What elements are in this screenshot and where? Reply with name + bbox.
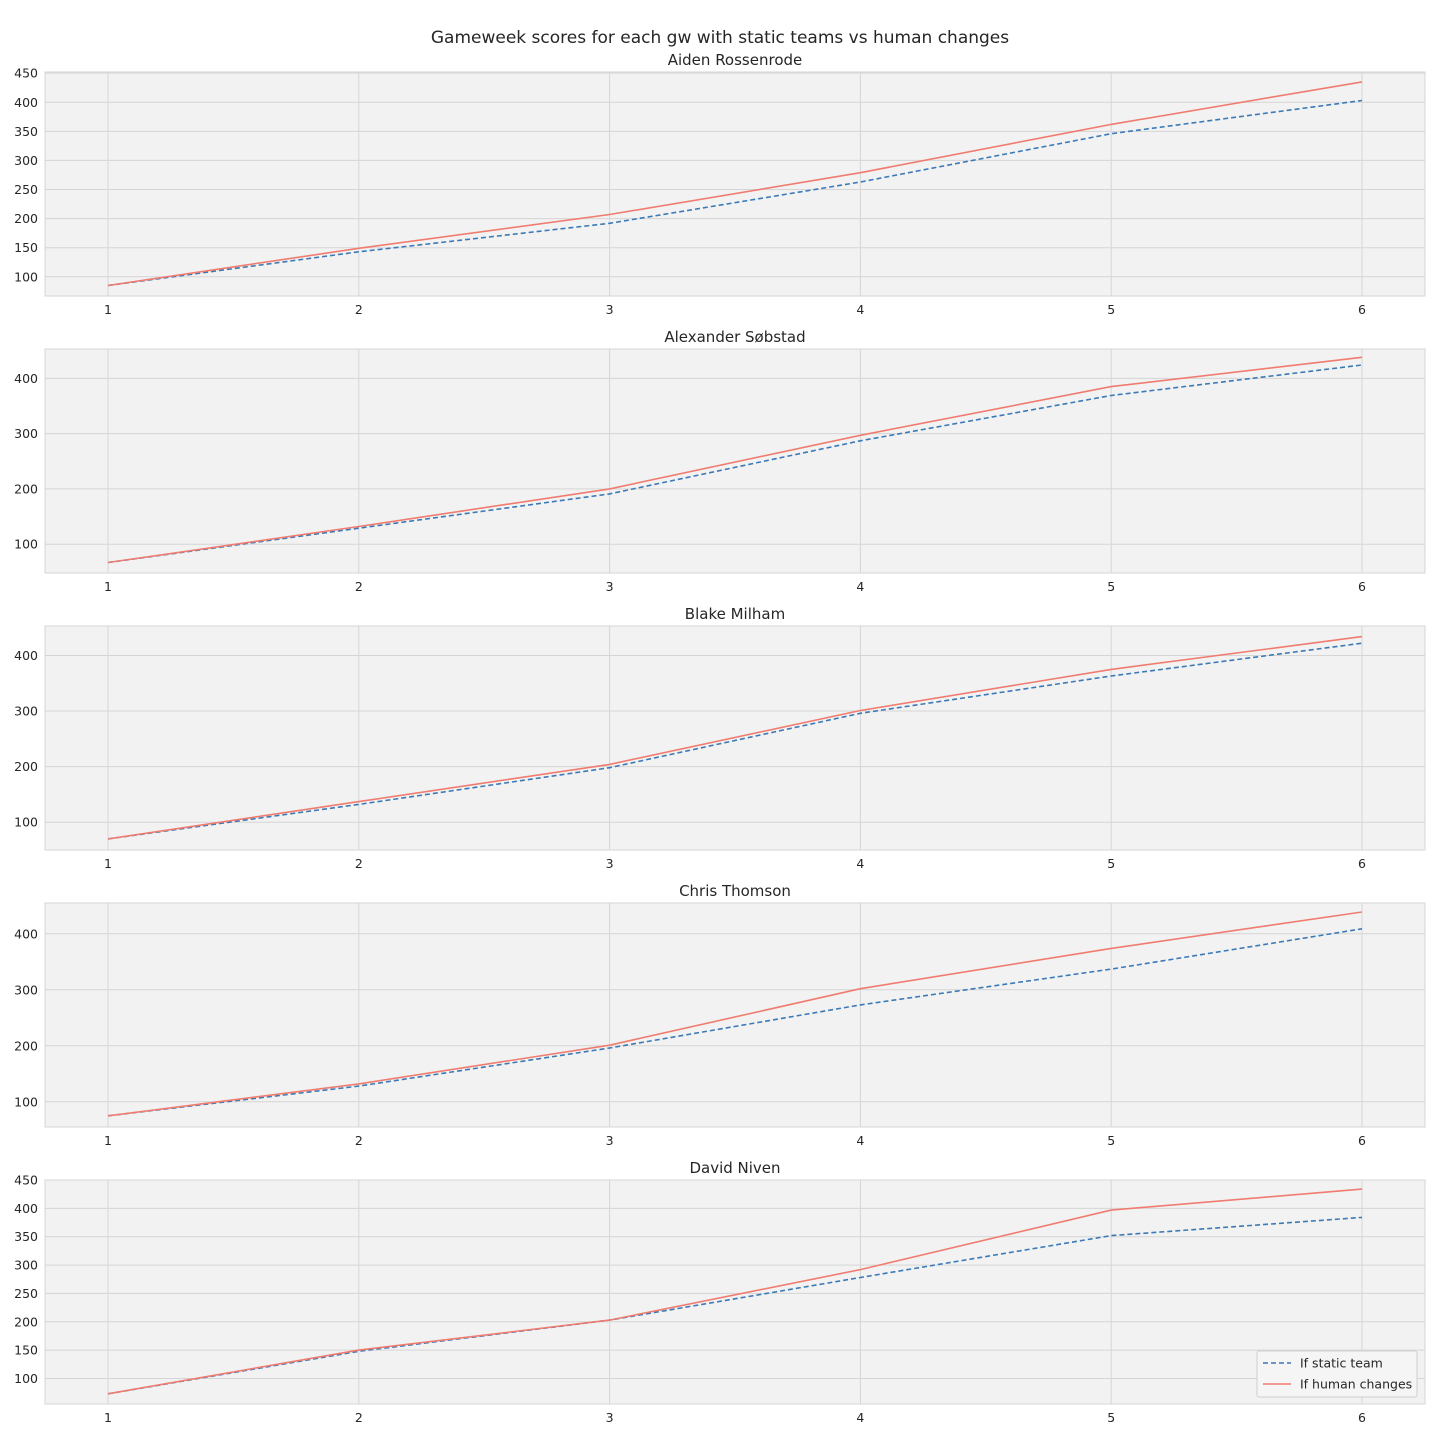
x-tick-label: 5	[1107, 302, 1115, 317]
x-tick-label: 2	[355, 1133, 363, 1148]
y-tick-label: 450	[14, 1173, 38, 1188]
x-tick-label: 3	[606, 1133, 614, 1148]
panel-3: 1 2 3 4 5 6 100 200 300 400 Blake Milham	[14, 605, 1426, 871]
y-tick-label: 400	[14, 371, 38, 386]
panel-5: 1 2 3 4 5 6 100 150 200 250 300 350 400 450 David Nive…	[14, 1159, 1426, 1425]
x-tick-label: 5	[1107, 579, 1115, 594]
panel-title: David Niven	[689, 1159, 780, 1177]
y-tick-label: 400	[14, 926, 38, 941]
series-line-static-team	[107, 642, 1363, 840]
series-line-human-changes	[107, 81, 1363, 287]
legend-label: If static team	[1300, 1356, 1383, 1371]
y-tick-label: 200	[14, 759, 38, 774]
y-tick-label: 100	[14, 1371, 38, 1386]
y-tick-label: 450	[14, 66, 38, 81]
series-line-human-changes	[107, 635, 1363, 840]
y-tick-label: 400	[14, 648, 38, 663]
x-tick-label: 6	[1358, 856, 1366, 871]
panel-2: 1 2 3 4 5 6 100 200 300 400 Alexander Søbstad	[14, 328, 1426, 594]
x-tick-label: 6	[1358, 579, 1366, 594]
x-tick-label: 5	[1107, 856, 1115, 871]
series-line-static-team	[107, 928, 1363, 1117]
panel-title: Chris Thomson	[679, 882, 791, 900]
x-tick-label: 3	[606, 302, 614, 317]
x-tick-label: 4	[856, 856, 864, 871]
legend-box	[1256, 1350, 1418, 1398]
x-tick-label: 2	[355, 856, 363, 871]
plot-area	[44, 1179, 1426, 1405]
x-tick-label: 1	[104, 579, 112, 594]
panel-title: Aiden Rossenrode	[668, 51, 803, 69]
legend-label: If human changes	[1300, 1377, 1412, 1392]
y-tick-label: 300	[14, 1258, 38, 1273]
x-tick-label: 4	[856, 1133, 864, 1148]
x-tick-label: 2	[355, 579, 363, 594]
series-line-human-changes	[107, 911, 1363, 1117]
panel-title: Alexander Søbstad	[664, 328, 805, 346]
x-tick-label: 1	[104, 302, 112, 317]
y-tick-label: 350	[14, 1229, 38, 1244]
y-tick-label: 300	[14, 426, 38, 441]
y-tick-label: 100	[14, 815, 38, 830]
x-tick-label: 3	[606, 856, 614, 871]
y-tick-label: 300	[14, 704, 38, 719]
x-tick-label: 5	[1107, 1410, 1115, 1425]
y-tick-label: 100	[14, 269, 38, 284]
x-tick-label: 4	[856, 1410, 864, 1425]
y-tick-label: 100	[14, 537, 38, 552]
y-tick-label: 150	[14, 240, 38, 255]
y-tick-label: 400	[14, 95, 38, 110]
x-tick-label: 1	[104, 1133, 112, 1148]
chart-title: Gameweek scores for each gw with static …	[431, 28, 1009, 48]
y-tick-label: 350	[14, 124, 38, 139]
series-line-static-team	[107, 1216, 1363, 1395]
x-tick-label: 1	[104, 856, 112, 871]
y-tick-label: 250	[14, 182, 38, 197]
x-tick-label: 1	[104, 1410, 112, 1425]
x-tick-label: 4	[856, 579, 864, 594]
x-tick-label: 2	[355, 302, 363, 317]
x-tick-label: 6	[1358, 1133, 1366, 1148]
x-tick-label: 4	[856, 302, 864, 317]
y-tick-label: 200	[14, 481, 38, 496]
y-tick-label: 250	[14, 1286, 38, 1301]
series-line-static-team	[107, 99, 1363, 287]
panel-1: 1 2 3 4 5 6 100 150 200 250 300 350 400 450 Aiden Ross…	[14, 51, 1426, 317]
y-tick-label: 200	[14, 1038, 38, 1053]
x-tick-label: 2	[355, 1410, 363, 1425]
x-tick-label: 6	[1358, 1410, 1366, 1425]
y-tick-label: 100	[14, 1094, 38, 1109]
y-tick-label: 200	[14, 211, 38, 226]
plot-area	[44, 71, 1426, 297]
y-tick-label: 150	[14, 1343, 38, 1358]
series-line-static-team	[107, 364, 1363, 564]
panel-title: Blake Milham	[685, 605, 785, 623]
x-tick-label: 3	[606, 579, 614, 594]
x-tick-label: 5	[1107, 1133, 1115, 1148]
panel-4: 1 2 3 4 5 6 100 200 300 400 Chris Thomson	[14, 882, 1426, 1148]
y-tick-label: 300	[14, 982, 38, 997]
plot-area	[44, 348, 1426, 574]
x-tick-label: 6	[1358, 302, 1366, 317]
y-tick-label: 300	[14, 153, 38, 168]
series-line-human-changes	[107, 1188, 1363, 1395]
y-tick-label: 200	[14, 1314, 38, 1329]
series-line-human-changes	[107, 356, 1363, 564]
legend: If static team If human changes	[1256, 1350, 1418, 1398]
plot-area	[44, 902, 1426, 1128]
x-tick-label: 3	[606, 1410, 614, 1425]
y-tick-label: 400	[14, 1201, 38, 1216]
